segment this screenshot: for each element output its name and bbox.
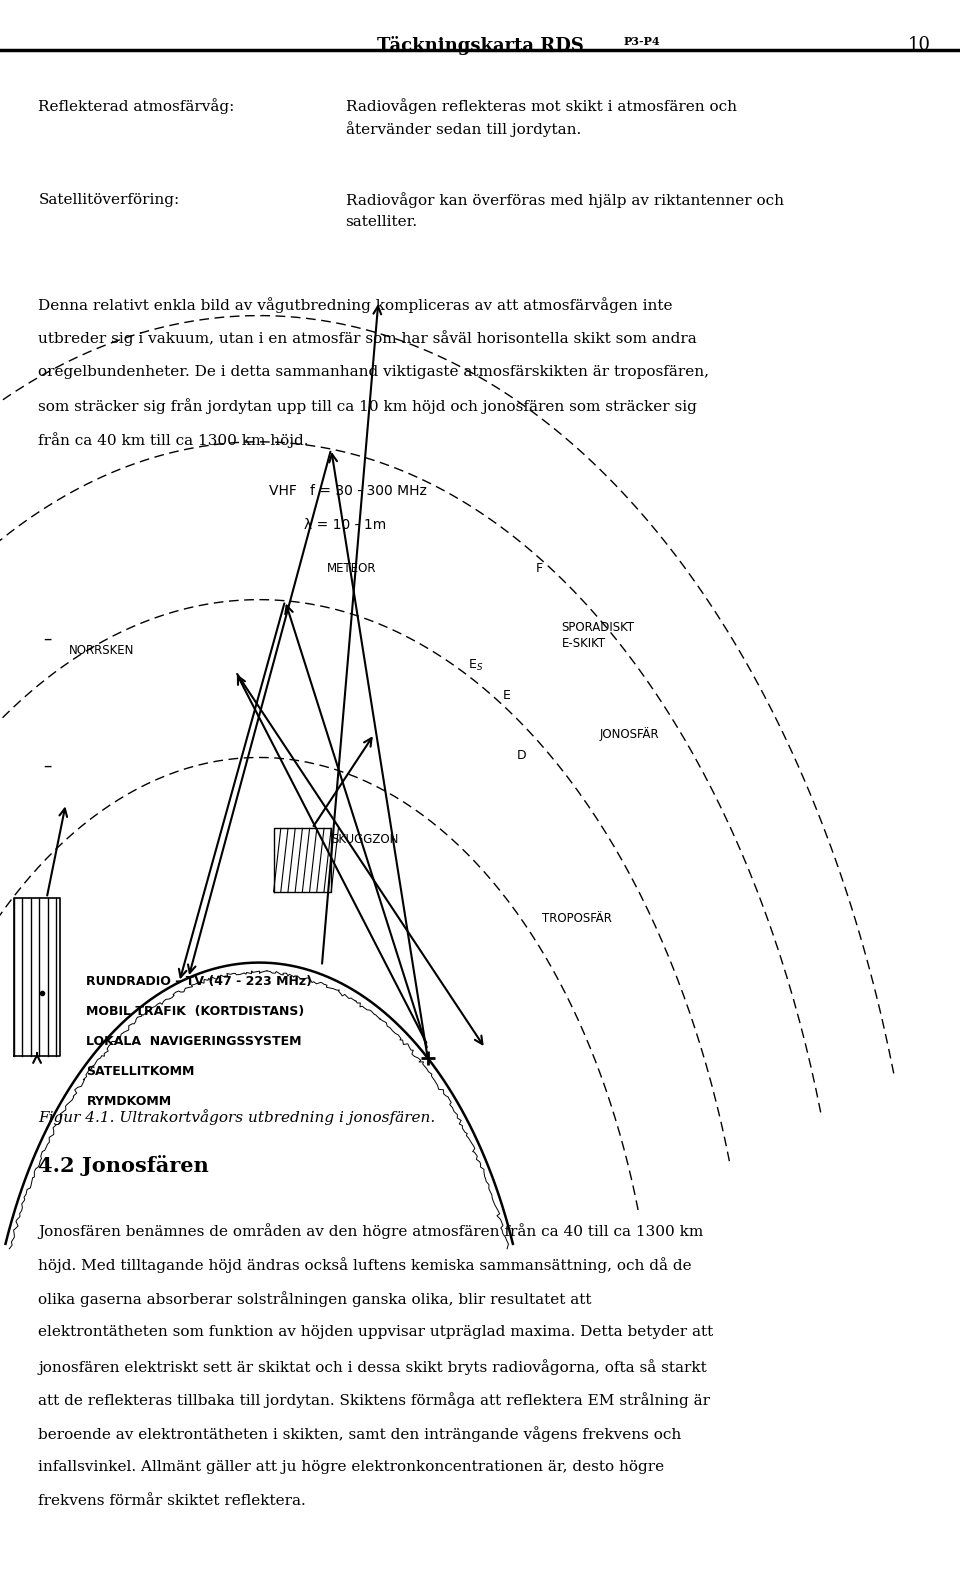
Text: Täckningskarta RDS: Täckningskarta RDS [376,36,584,55]
Text: E$_S$: E$_S$ [468,658,483,674]
Text: D: D [516,750,526,762]
Text: Reflekterad atmosfärvåg:: Reflekterad atmosfärvåg: [38,98,235,114]
Text: SKUGGZON: SKUGGZON [331,833,398,846]
Text: MOBIL TRAFIK  (KORTDISTANS): MOBIL TRAFIK (KORTDISTANS) [86,1005,304,1018]
Text: JONOSFÄR: JONOSFÄR [600,727,660,740]
Text: utbreder sig i vakuum, utan i en atmosfär som har såväl horisontella skikt som a: utbreder sig i vakuum, utan i en atmosfä… [38,331,697,347]
Text: LOKALA  NAVIGERINGSSYSTEM: LOKALA NAVIGERINGSSYSTEM [86,1035,301,1048]
Text: –: – [43,630,52,649]
Text: TROPOSFÄR: TROPOSFÄR [542,912,612,925]
Text: höjd. Med tilltagande höjd ändras också luftens kemiska sammansättning, och då d: höjd. Med tilltagande höjd ändras också … [38,1256,692,1273]
Text: frekvens förmår skiktet reflektera.: frekvens förmår skiktet reflektera. [38,1494,306,1509]
Text: RUNDRADIO – TV (47 - 223 MHz): RUNDRADIO – TV (47 - 223 MHz) [86,975,312,988]
Text: jonosfären elektriskt sett är skiktat och i dessa skikt bryts radiovågorna, ofta: jonosfären elektriskt sett är skiktat oc… [38,1359,708,1374]
Text: SPORADISKT
E-SKIKT: SPORADISKT E-SKIKT [562,622,635,650]
Text: λ = 10 - 1m: λ = 10 - 1m [269,518,386,532]
Text: Denna relativt enkla bild av vågutbredning kompliceras av att atmosfärvågen inte: Denna relativt enkla bild av vågutbredni… [38,297,673,312]
Text: NORRSKEN: NORRSKEN [69,644,134,656]
Text: Jonosfären benämnes de områden av den högre atmosfären från ca 40 till ca 1300 k: Jonosfären benämnes de områden av den hö… [38,1223,704,1239]
Text: 10: 10 [908,36,931,54]
Text: som sträcker sig från jordytan upp till ca 10 km höjd och jonosfären som sträcke: som sträcker sig från jordytan upp till … [38,399,697,415]
Text: beroende av elektrontätheten i skikten, samt den inträngande vågens frekvens och: beroende av elektrontätheten i skikten, … [38,1427,682,1442]
Text: SATELLITKOMM: SATELLITKOMM [86,1065,195,1078]
Text: Satellitöverföring:: Satellitöverföring: [38,193,180,207]
Text: från ca 40 km till ca 1300 km höjd.: från ca 40 km till ca 1300 km höjd. [38,432,309,448]
Text: VHF   f = 30 - 300 MHz: VHF f = 30 - 300 MHz [269,484,426,499]
Text: P3-P4: P3-P4 [623,35,660,46]
Text: att de reflekteras tillbaka till jordytan. Skiktens förmåga att reflektera EM st: att de reflekteras tillbaka till jordyta… [38,1392,710,1409]
Text: elektrontätheten som funktion av höjden uppvisar utpräglad maxima. Detta betyder: elektrontätheten som funktion av höjden … [38,1326,713,1338]
Text: olika gaserna absorberar solstrålningen ganska olika, blir resultatet att: olika gaserna absorberar solstrålningen … [38,1291,592,1307]
Text: F: F [536,562,542,574]
Text: –: – [43,756,52,775]
Text: METEOR: METEOR [326,562,376,574]
Text: oregelbundenheter. De i detta sammanhand viktigaste atmosfärskikten är troposfär: oregelbundenheter. De i detta sammanhand… [38,365,709,379]
Text: Radiovågor kan överföras med hjälp av riktantenner och
satelliter.: Radiovågor kan överföras med hjälp av ri… [346,193,783,229]
Text: E: E [503,690,511,702]
Text: Figur 4.1. Ultrakortvågors utbredning i jonosfären.: Figur 4.1. Ultrakortvågors utbredning i … [38,1109,436,1125]
Text: 4.2 Jonosfären: 4.2 Jonosfären [38,1155,209,1176]
Text: Radiovågen reflekteras mot skikt i atmosfären och
återvänder sedan till jordytan: Radiovågen reflekteras mot skikt i atmos… [346,98,736,137]
Text: RYMDKOMM: RYMDKOMM [86,1095,172,1108]
Text: infallsvinkel. Allmänt gäller att ju högre elektronkoncentrationen är, desto hög: infallsvinkel. Allmänt gäller att ju hög… [38,1461,664,1474]
